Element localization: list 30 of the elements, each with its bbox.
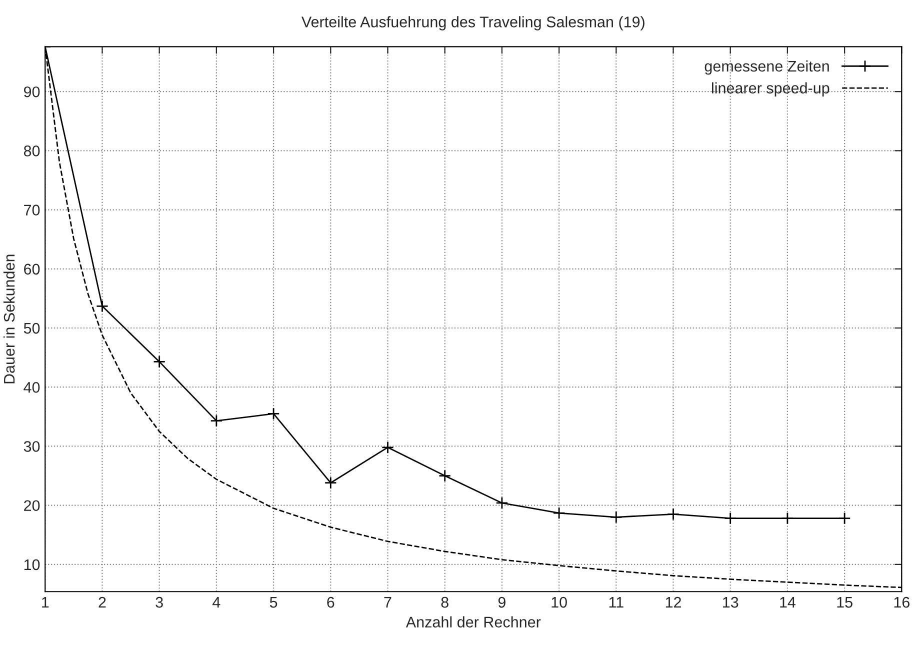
y-tick-label: 90 — [24, 86, 40, 98]
x-tick-label: 8 — [441, 596, 448, 608]
x-tick-label: 12 — [666, 596, 681, 608]
x-tick-label: 7 — [384, 597, 392, 608]
legend-label: gemessene Zeiten — [704, 60, 829, 75]
x-axis-title: Anzahl der Rechner — [406, 616, 541, 628]
x-tick-label: 5 — [270, 597, 278, 608]
x-tick-label: 10 — [552, 596, 567, 608]
y-tick-label: 20 — [24, 500, 40, 512]
y-tick-label: 50 — [24, 322, 40, 334]
legend-label: linearer speed-up — [712, 82, 830, 97]
x-tick-label: 15 — [837, 597, 852, 608]
x-tick-label: 6 — [327, 596, 334, 608]
x-tick-label: 2 — [98, 596, 106, 608]
y-tick-label: 70 — [24, 204, 40, 216]
x-tick-label: 9 — [498, 596, 506, 608]
x-tick-label: 11 — [609, 597, 624, 608]
y-tick-label: 40 — [24, 382, 40, 393]
y-tick-label: 10 — [24, 559, 40, 570]
x-tick-label: 1 — [42, 597, 49, 608]
y-axis-title: Dauer in Sekunden — [3, 254, 15, 384]
x-tick-label: 13 — [723, 596, 738, 608]
y-tick-label: 30 — [24, 441, 40, 452]
x-tick-label: 16 — [894, 596, 910, 608]
x-tick-label: 14 — [780, 597, 796, 608]
x-tick-label: 3 — [156, 596, 163, 608]
chart-title: Verteilte Ausfuehrung des Traveling Salesman (19) — [301, 16, 644, 30]
x-tick-label: 4 — [212, 597, 220, 608]
y-tick-label: 80 — [24, 146, 40, 156]
y-tick-label: 60 — [24, 264, 40, 275]
